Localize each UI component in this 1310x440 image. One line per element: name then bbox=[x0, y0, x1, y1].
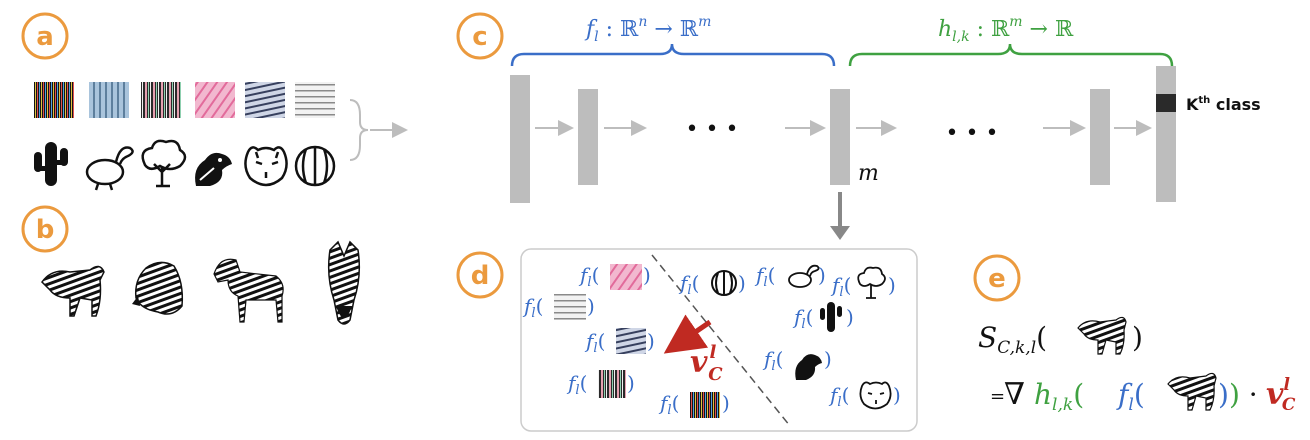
layer-dim-label: m bbox=[858, 161, 879, 186]
svg-text:fl(: fl( bbox=[1116, 378, 1145, 415]
texture-gray-stripes bbox=[295, 82, 335, 118]
svg-text:e: e bbox=[988, 264, 1006, 294]
zebra-icon-4 bbox=[327, 240, 361, 325]
svg-text:): ) bbox=[888, 273, 896, 297]
svg-text:a: a bbox=[36, 22, 54, 52]
svg-text:=: = bbox=[990, 386, 1005, 407]
svg-text:vlC: vl C bbox=[1266, 375, 1296, 415]
zebra-images bbox=[41, 240, 361, 325]
svg-text:): ) bbox=[587, 294, 595, 318]
watermelon-icon bbox=[294, 145, 336, 187]
down-arrow-head bbox=[830, 226, 850, 240]
zebra-icon-1 bbox=[41, 265, 105, 317]
embedding-navy-texture: fl( ) bbox=[584, 328, 655, 356]
cav-arrow bbox=[663, 314, 712, 354]
random-icons bbox=[34, 139, 336, 191]
embedding-cactus: fl( ) bbox=[792, 302, 854, 332]
svg-text:): ) bbox=[738, 271, 746, 295]
svg-text:hl,k(: hl,k( bbox=[1034, 378, 1084, 415]
panel-badge-d: d bbox=[456, 251, 504, 299]
cactus-icon bbox=[34, 142, 68, 186]
svg-text:)) ·: )) · bbox=[1218, 378, 1258, 411]
svg-text:d: d bbox=[471, 261, 490, 291]
tiger-icon bbox=[244, 146, 288, 187]
zebra-icon-2 bbox=[132, 261, 184, 315]
f-mapping-label: fl : ℝn → ℝm bbox=[584, 14, 711, 45]
svg-text:SC,k,l(: SC,k,l( bbox=[978, 321, 1047, 358]
layer-bottleneck bbox=[830, 89, 850, 185]
input-group-brace bbox=[349, 99, 369, 161]
svg-text:b: b bbox=[36, 215, 55, 245]
zebra-icon-formula-2 bbox=[1167, 372, 1217, 411]
svg-text:): ) bbox=[824, 347, 832, 371]
kth-class-label: Kth class bbox=[1186, 95, 1261, 114]
texture-multicolor-stripes bbox=[141, 82, 181, 118]
svg-text:): ) bbox=[647, 329, 655, 353]
zebra-icon-formula-1 bbox=[1077, 316, 1127, 355]
svg-text:∇: ∇ bbox=[1004, 377, 1025, 412]
ellipsis-right: • • • bbox=[946, 121, 999, 146]
svg-text:): ) bbox=[643, 263, 651, 287]
texture-blue-stripes bbox=[89, 82, 129, 118]
sensitivity-formula: SC,k,l( ) = ∇ hl,k( fl( )) · vl C bbox=[978, 316, 1296, 415]
decision-boundary bbox=[651, 254, 791, 427]
dodo-icon bbox=[85, 146, 134, 191]
zebra-icon-3 bbox=[213, 258, 284, 323]
embedding-gray-texture: fl( ) bbox=[522, 294, 595, 321]
h-brace bbox=[848, 43, 1174, 67]
kth-class-unit bbox=[1156, 94, 1176, 112]
texture-dark-stripes bbox=[34, 82, 74, 118]
texture-pink-zigzag bbox=[195, 82, 235, 118]
h-mapping-label: hl,k : ℝm → ℝ bbox=[938, 14, 1074, 45]
svg-text:c: c bbox=[472, 22, 487, 52]
bird-icon bbox=[195, 152, 232, 186]
texture-navy-stripes bbox=[245, 82, 285, 118]
svg-text:): ) bbox=[846, 305, 854, 329]
tree-icon bbox=[141, 139, 187, 188]
panel-badge-a: a bbox=[21, 12, 69, 60]
panel-badge-e: e bbox=[973, 254, 1021, 302]
concept-texture-images bbox=[34, 82, 335, 118]
layer-output bbox=[1156, 66, 1176, 202]
svg-text:): ) bbox=[1132, 321, 1143, 354]
svg-text:): ) bbox=[818, 263, 826, 287]
panel-badge-b: b bbox=[21, 205, 69, 253]
layer-input bbox=[510, 75, 530, 203]
embedding-pink-texture: fl( ) bbox=[578, 263, 651, 290]
panel-badge-c: c bbox=[456, 12, 504, 60]
ellipsis-left: • • • bbox=[686, 117, 739, 142]
layer-penultimate bbox=[1090, 89, 1110, 185]
svg-text:): ) bbox=[627, 371, 635, 395]
f-brace bbox=[510, 43, 836, 67]
svg-text:): ) bbox=[893, 383, 901, 407]
layer-2 bbox=[578, 89, 598, 185]
svg-text:): ) bbox=[722, 391, 730, 415]
network-layers bbox=[510, 66, 1176, 203]
